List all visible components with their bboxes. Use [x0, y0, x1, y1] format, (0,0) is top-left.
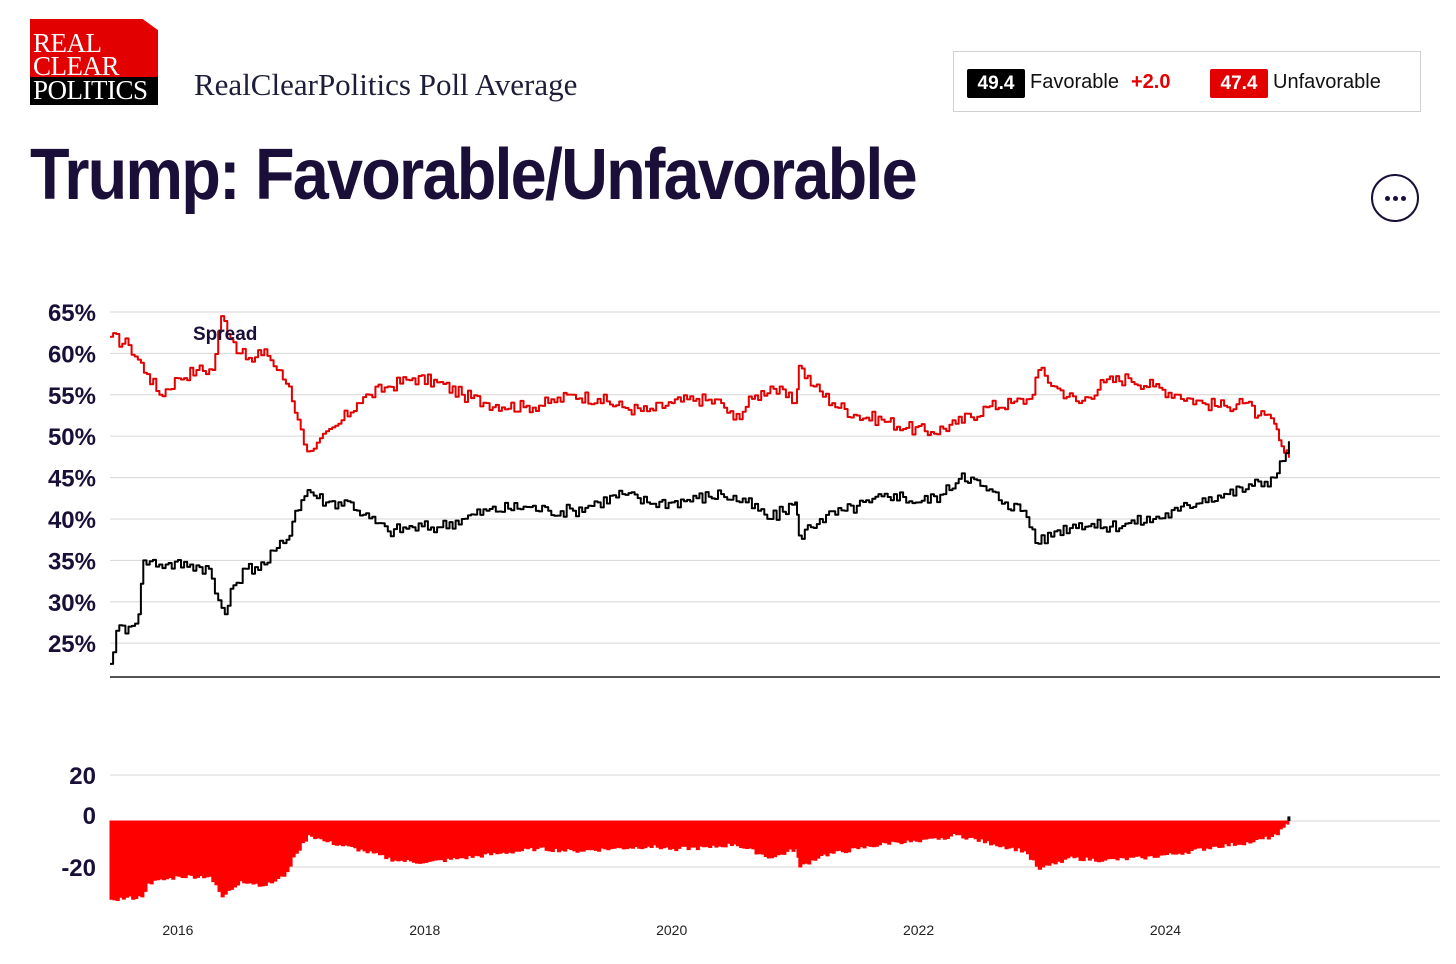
logo-black-block — [30, 77, 158, 105]
series-line-unfavorable — [110, 315, 1290, 458]
x-tick-label: 2020 — [656, 922, 687, 938]
logo-text-real: REAL — [33, 28, 102, 58]
y-tick-label: 45% — [48, 466, 96, 493]
favorable-value-badge: 49.4 — [967, 69, 1025, 98]
y-tick-label: 35% — [48, 548, 96, 575]
x-tick-label: 2016 — [162, 922, 193, 938]
y-tick-label: 40% — [48, 507, 96, 534]
logo-red-block — [30, 19, 158, 81]
x-tick-label: 2022 — [903, 922, 934, 938]
spread-y-tick-label: 20 — [69, 763, 96, 790]
y-tick-label: 25% — [48, 631, 96, 658]
logo-text-clear: CLEAR — [33, 51, 120, 81]
spread-annotation: Spread — [193, 324, 257, 345]
page-subtitle: RealClearPolitics Poll Average — [194, 67, 578, 102]
spread-value: +2.0 — [1131, 71, 1171, 93]
x-tick-label: 2024 — [1150, 922, 1181, 938]
unfavorable-value-badge: 47.4 — [1210, 69, 1268, 98]
y-tick-label: 30% — [48, 590, 96, 617]
more-dots-icon-3 — [1400, 195, 1406, 201]
y-tick-label: 55% — [48, 383, 96, 410]
rcp-logo: REAL CLEAR POLITICS — [30, 19, 160, 105]
spread-area — [109, 820, 1290, 901]
spread-y-tick-label: -20 — [61, 855, 96, 882]
unfavorable-label: Unfavorable — [1273, 71, 1381, 93]
more-options-button[interactable] — [1371, 174, 1419, 222]
more-dots-icon — [1384, 195, 1390, 201]
x-tick-label: 2018 — [409, 922, 440, 938]
y-tick-label: 60% — [48, 341, 96, 368]
favorable-label: Favorable — [1030, 71, 1119, 93]
series-line-favorable — [110, 441, 1290, 665]
logo-text-politics: POLITICS — [33, 75, 148, 105]
y-tick-label: 50% — [48, 424, 96, 451]
y-tick-label: 65% — [48, 300, 96, 327]
legend-box: 49.4 Favorable +2.0 47.4 Unfavorable — [953, 51, 1421, 112]
spread-y-tick-label: 0 — [83, 803, 96, 830]
page-title: Trump: Favorable/Unfavorable — [30, 135, 918, 215]
more-dots-icon-2 — [1392, 195, 1398, 201]
